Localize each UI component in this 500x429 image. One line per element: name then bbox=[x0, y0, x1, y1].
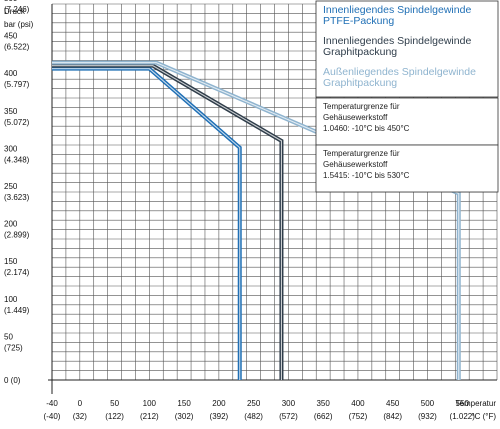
legend-entry-1-line-2: PTFE-Packung bbox=[323, 15, 394, 27]
y-tick-sublabel: (1.449) bbox=[4, 306, 30, 315]
x-tick-sublabel: (-40) bbox=[44, 412, 61, 421]
annotation-box-1 bbox=[315, 97, 499, 146]
y-tick-label: 300 bbox=[4, 144, 18, 153]
x-tick-sublabel: (662) bbox=[314, 412, 333, 421]
y-tick-sublabel: (5.072) bbox=[4, 118, 30, 127]
legend-entry-2-line-2: Graphitpackung bbox=[323, 46, 397, 58]
x-tick-label: 350 bbox=[316, 399, 330, 408]
x-axis-title-line-1: Temperatur bbox=[456, 399, 497, 408]
x-tick-sublabel: (482) bbox=[244, 412, 263, 421]
x-tick-label: 300 bbox=[282, 399, 296, 408]
x-tick-label: 150 bbox=[177, 399, 191, 408]
x-tick-sublabel: (572) bbox=[279, 412, 298, 421]
x-tick-label: 250 bbox=[247, 399, 261, 408]
y-tick-sublabel: (725) bbox=[4, 343, 23, 352]
annotation-2-line-3: 1.5415: -10°C bis 530°C bbox=[323, 171, 410, 180]
x-tick-sublabel: (932) bbox=[418, 412, 437, 421]
annotations: Temperaturgrenze für Gehäusewerkstoff 1.04… bbox=[315, 97, 499, 193]
annotation-box-2 bbox=[315, 144, 499, 193]
y-tick-sublabel: (6.522) bbox=[4, 43, 30, 52]
legend-entry-1-line-1: Innenliegendes Spindelgewinde bbox=[323, 4, 471, 16]
x-tick-sublabel: (302) bbox=[175, 412, 194, 421]
annotation-2-line-2: Gehäusewerkstoff bbox=[323, 160, 388, 169]
annotation-1-line-1: Temperaturgrenze für bbox=[323, 102, 400, 111]
y-axis-title-line-1: Druck bbox=[4, 7, 26, 16]
y-tick-label: 0 (0) bbox=[4, 376, 21, 385]
x-tick-label: 450 bbox=[386, 399, 400, 408]
x-tick-sublabel: (752) bbox=[349, 412, 368, 421]
legend-entry-2-line-1: Innenliegendes Spindelgewinde bbox=[323, 35, 471, 47]
y-tick-label: 250 bbox=[4, 182, 18, 191]
annotation-1-line-2: Gehäusewerkstoff bbox=[323, 113, 388, 122]
y-tick-sublabel: (4.348) bbox=[4, 155, 30, 164]
annotation-2-line-1: Temperaturgrenze für bbox=[323, 149, 400, 158]
annotation-1-line-3: 1.0460: -10°C bis 450°C bbox=[323, 124, 410, 133]
y-tick-sublabel: (7.246) bbox=[4, 5, 30, 14]
x-tick-label: 500 bbox=[421, 399, 435, 408]
y-tick-label: 100 bbox=[4, 295, 18, 304]
y-tick-label: 150 bbox=[4, 257, 18, 266]
x-tick-sublabel: (212) bbox=[140, 412, 159, 421]
x-tick-label: 550 bbox=[456, 399, 470, 408]
x-tick-label: -40 bbox=[46, 399, 58, 408]
y-tick-label: 50 bbox=[4, 332, 13, 341]
series-layer bbox=[52, 60, 461, 380]
y-tick-sublabel: (5.797) bbox=[4, 80, 30, 89]
x-tick-label: 100 bbox=[143, 399, 157, 408]
y-tick-sublabel: (3.623) bbox=[4, 193, 30, 202]
y-tick-label: 200 bbox=[4, 220, 18, 229]
y-tick-label: 500 bbox=[4, 0, 18, 3]
x-tick-label: 400 bbox=[351, 399, 365, 408]
series-line-3 bbox=[52, 62, 460, 380]
series-line-2 bbox=[52, 65, 283, 380]
x-tick-sublabel: (122) bbox=[105, 412, 124, 421]
x-tick-label: 0 bbox=[78, 399, 83, 408]
y-tick-sublabel: (2.174) bbox=[4, 268, 30, 277]
y-tick-label: 400 bbox=[4, 69, 18, 78]
series-line-1 bbox=[52, 68, 241, 380]
y-tick-label: 350 bbox=[4, 107, 18, 116]
x-tick-sublabel: (392) bbox=[210, 412, 229, 421]
y-axis-title-line-2: bar (psi) bbox=[4, 20, 34, 29]
x-tick-label: 50 bbox=[110, 399, 119, 408]
legend: Innenliegendes SpindelgewindePTFE-Packun… bbox=[315, 0, 499, 98]
y-tick-label: 450 bbox=[4, 32, 18, 41]
x-tick-sublabel: (32) bbox=[73, 412, 88, 421]
legend-entry-3-line-1: Außenliegendes Spindelgewinde bbox=[323, 66, 476, 78]
x-axis-title-line-2: °C (°F) bbox=[471, 412, 496, 421]
y-tick-sublabel: (2.899) bbox=[4, 231, 30, 240]
x-tick-sublabel: (842) bbox=[383, 412, 402, 421]
tick-labels: 500(7.246)450(6.522)400(5.797)350(5.072)… bbox=[4, 0, 496, 421]
legend-box bbox=[315, 0, 499, 98]
x-tick-sublabel: (1.022) bbox=[450, 412, 476, 421]
x-tick-label: 200 bbox=[212, 399, 226, 408]
legend-entry-3-line-2: Graphitpackung bbox=[323, 77, 397, 89]
